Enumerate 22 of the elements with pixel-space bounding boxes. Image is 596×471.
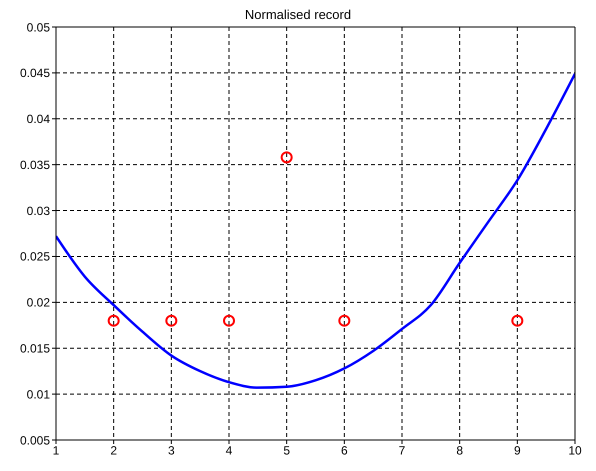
y-tick-label: 0.035 [20, 158, 50, 172]
y-tick-label: 0.045 [20, 66, 50, 80]
y-tick-label: 0.02 [26, 296, 50, 310]
x-tick-label: 2 [110, 444, 118, 458]
line-series [56, 72, 575, 389]
x-tick-label: 7 [398, 444, 406, 458]
x-tick-label: 9 [514, 444, 521, 458]
x-tick-label: 1 [52, 444, 60, 458]
y-tick-label: 0.04 [26, 112, 50, 126]
x-tick-label: 6 [340, 444, 348, 458]
x-tick-label: 3 [168, 444, 175, 458]
y-tick-label: 0.01 [26, 387, 50, 402]
x-tick-label: 5 [283, 444, 290, 458]
y-tick-label: 0.005 [20, 433, 50, 448]
y-tick-label: 0.025 [20, 250, 50, 264]
chart-title: Normalised record [244, 7, 352, 22]
x-tick-label: 10 [568, 444, 582, 458]
y-tick-label: 0.05 [26, 20, 50, 34]
x-tick-label: 8 [456, 444, 464, 458]
y-tick-label: 0.015 [20, 341, 50, 356]
y-tick-label: 0.03 [26, 204, 50, 218]
x-tick-label: 4 [226, 444, 233, 458]
